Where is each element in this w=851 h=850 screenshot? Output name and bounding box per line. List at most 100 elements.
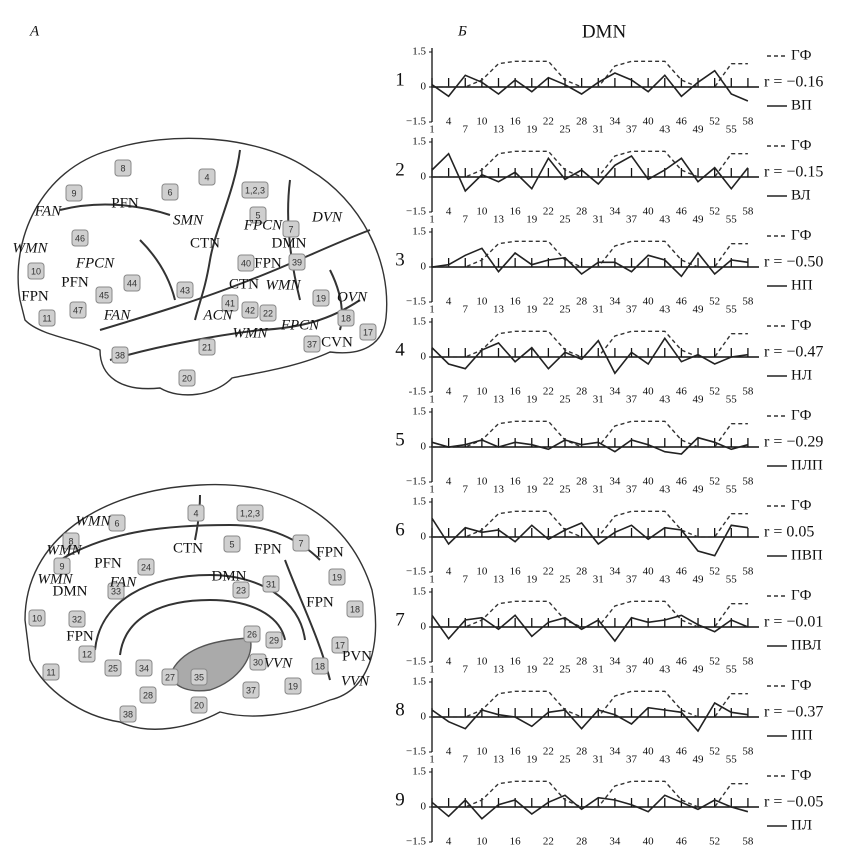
network-label: CVN (321, 334, 353, 350)
x-tick-label: 1 (429, 664, 435, 676)
x-tick-label: 52 (709, 116, 720, 128)
signal-line (431, 517, 749, 557)
region-box (303, 335, 321, 353)
region-number: 18 (350, 604, 360, 614)
region-number: 8 (68, 536, 73, 546)
x-tick-label: 31 (593, 394, 604, 406)
signal-line (431, 701, 749, 733)
region-number: 10 (32, 613, 42, 623)
x-tick-label: 10 (476, 296, 488, 308)
region-box (288, 253, 306, 271)
x-tick-label: 7 (463, 394, 469, 406)
correlation-label: r = 0.05 (764, 524, 814, 541)
network-label: WMN (38, 571, 74, 587)
x-tick-label: 1 (429, 394, 435, 406)
x-tick-label: 43 (659, 214, 671, 226)
region-number: 43 (180, 285, 190, 295)
x-tick-label: 10 (476, 476, 488, 488)
y-tick-label: −1.5 (406, 746, 426, 758)
x-tick-label: 31 (593, 664, 604, 676)
legend-label: ПВЛ (791, 637, 821, 653)
region-number: 38 (115, 350, 125, 360)
x-tick-label: 43 (659, 124, 671, 136)
region-box (161, 668, 179, 686)
x-tick-label: 19 (526, 124, 538, 136)
region-number: 19 (288, 681, 298, 691)
x-tick-label: 52 (709, 836, 720, 845)
region-number: 24 (141, 562, 151, 572)
x-tick-label: 25 (560, 214, 572, 226)
x-tick-label: 10 (476, 116, 488, 128)
x-tick-label: 52 (709, 746, 720, 758)
x-tick-label: 28 (576, 566, 588, 578)
x-tick-label: 1 (429, 754, 435, 766)
region-number: 31 (266, 579, 276, 589)
x-tick-label: 28 (576, 746, 588, 758)
x-tick-label: 37 (626, 124, 638, 136)
x-tick-label: 4 (446, 746, 452, 758)
network-label: DMN (52, 583, 87, 599)
x-tick-label: 7 (463, 574, 469, 586)
region-box (259, 304, 277, 322)
x-tick-label: 43 (659, 664, 671, 676)
region-number: 19 (332, 572, 342, 582)
y-tick-label: 1.5 (412, 676, 426, 688)
network-label: DMN (271, 235, 306, 251)
legend-label: ПП (791, 727, 813, 743)
region-box (123, 274, 141, 292)
x-tick-label: 52 (709, 656, 720, 668)
x-tick-label: 7 (463, 754, 469, 766)
x-tick-label: 40 (643, 746, 655, 758)
lateral-sulci (59, 149, 371, 361)
x-tick-label: 1 (429, 574, 435, 586)
x-tick-label: 55 (726, 214, 738, 226)
x-tick-label: 49 (693, 484, 705, 496)
x-tick-label: 19 (526, 574, 538, 586)
x-tick-label: 34 (609, 206, 621, 218)
legend-label: ВЛ (791, 187, 811, 203)
region-box (198, 338, 216, 356)
medial-outline (24, 483, 377, 730)
region-box (331, 636, 349, 654)
x-tick-label: 25 (560, 394, 572, 406)
y-tick-label: 0 (421, 711, 427, 723)
legend-label: ГФ (791, 317, 812, 333)
region-number: 42 (245, 305, 255, 315)
x-tick-label: 46 (676, 206, 688, 218)
x-tick-label: 13 (493, 394, 505, 406)
region-box (265, 631, 283, 649)
model-line (432, 510, 748, 538)
x-tick-label: 1 (429, 304, 435, 316)
model-line (432, 600, 748, 628)
x-tick-label: 58 (742, 386, 754, 398)
region-number: 23 (236, 585, 246, 595)
region-box (190, 696, 208, 714)
x-tick-label: 58 (742, 116, 754, 128)
signal-line (431, 794, 749, 820)
x-tick-label: 40 (643, 206, 655, 218)
network-label: VVN (264, 655, 293, 671)
x-tick-label: 22 (543, 746, 554, 758)
region-number: 6 (167, 187, 172, 197)
network-label: CTN (173, 540, 203, 556)
model-line (432, 240, 748, 268)
network-label: WMN (47, 542, 83, 558)
x-tick-label: 10 (476, 566, 488, 578)
network-label: FPN (306, 594, 334, 610)
region-number: 40 (241, 258, 251, 268)
network-label: PFN (94, 555, 122, 571)
x-tick-label: 19 (526, 304, 538, 316)
row-number: 1 (395, 69, 405, 90)
y-tick-label: −1.5 (406, 566, 426, 578)
region-box (249, 206, 267, 224)
region-box (249, 653, 267, 671)
x-tick-label: 10 (476, 206, 488, 218)
x-tick-label: 4 (446, 566, 452, 578)
row-number: 7 (395, 609, 405, 630)
correlation-label: r = −0.16 (764, 74, 823, 91)
region-number: 41 (225, 298, 235, 308)
region-number: 7 (288, 224, 293, 234)
region-number: 9 (59, 561, 64, 571)
correlation-label: r = −0.29 (764, 434, 823, 451)
y-tick-label: −1.5 (406, 116, 426, 128)
